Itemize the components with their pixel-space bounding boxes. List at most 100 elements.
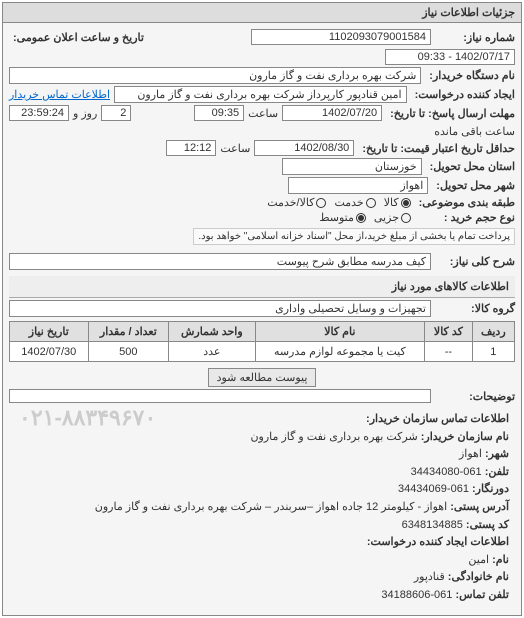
payment-note: پرداخت تمام یا بخشی از مبلغ خرید،از محل … [193,228,515,245]
addr-value: اهواز - کیلومتر 12 جاده اهواز –سربندر – … [95,501,447,513]
creator-phone-row: تلفن تماس: 061-34188606 [15,587,509,605]
row-reqnum: شماره نیاز: 1102093079001584 تاریخ و ساع… [9,29,515,65]
contact-section-title: اطلاعات تماس سازمان خریدار: [15,411,509,429]
radio-icon [401,213,411,223]
buyer-label: نام دستگاه خریدار: [425,69,515,82]
time-label-2: ساعت [220,142,250,155]
category-radio-group: کالا خدمت کالا/خدمت [267,196,410,209]
col-name: نام کالا [255,322,425,342]
radio-icon [316,198,326,208]
cell-code: -- [425,342,472,362]
goods-section-title: اطلاعات کالاهای مورد نیاز [9,276,515,298]
time-remain-field: 23:59:24 [9,105,69,121]
row-province: استان محل تحویل: خوزستان [9,158,515,175]
contact-tel-row: تلفن: 061-34434080 [15,464,509,482]
attachment-button[interactable]: پیوست مطالعه شود [208,368,317,387]
radio-service-label: خدمت [334,196,363,209]
name-value: امین [468,554,489,566]
ccity-label: شهر: [485,448,509,460]
col-qty: تعداد / مقدار [88,322,169,342]
phone-value: 061-34188606 [381,589,452,601]
row-buyer: نام دستگاه خریدار: شرکت بهره برداری نفت … [9,67,515,84]
row-city: شهر محل تحویل: اهواز [9,177,515,194]
family-label: نام خانوادگی: [448,571,509,583]
cell-qty: 500 [88,342,169,362]
col-code: کد کالا [425,322,472,342]
needtitle-label: شرح کلی نیاز: [435,255,515,268]
col-row: ردیف [472,322,514,342]
cell-name: کیت یا مجموعه لوازم مدرسه [255,342,425,362]
row-attach: پیوست مطالعه شود [9,368,515,387]
radio-kala[interactable]: کالا [384,196,411,209]
panel-title: جزئیات اطلاعات نیاز [3,3,521,23]
validity-date-field: 1402/08/30 [254,140,354,156]
contact-postcode-row: کد پستی: 6348134885 [15,517,509,535]
contact-org-row: نام سازمان خریدار: شرکت بهره برداری نفت … [15,429,509,447]
tel-value: 061-34434080 [411,466,482,478]
contact-addr-row: آدرس پستی: اهواز - کیلومتر 12 جاده اهواز… [15,499,509,517]
row-size: نوع حجم خرید : جزیی متوسط پرداخت تمام یا… [9,211,515,245]
contact-block: ۰۲۱-۸۸۳۴۹۶۷۰ اطلاعات تماس سازمان خریدار:… [9,405,515,611]
cell-date: 1402/07/30 [10,342,89,362]
deadline-date-field: 1402/07/20 [282,105,382,121]
contact-city-row: شهر: اهواز [15,446,509,464]
needtitle-field: کیف مدرسه مطابق شرح پیوست [9,253,431,270]
row-category: طبقه بندی موضوعی: کالا خدمت کالا/خدمت [9,196,515,209]
creator-field: امین قنادپور کارپرداز شرکت بهره برداری ن… [114,86,407,103]
radio-medium[interactable]: متوسط [319,211,366,224]
table-header-row: ردیف کد کالا نام کالا واحد شمارش تعداد /… [10,322,515,342]
row-creator: ایجاد کننده درخواست: امین قنادپور کارپرد… [9,86,515,103]
province-field: خوزستان [282,158,422,175]
row-validity: حداقل تاریخ اعتبار قیمت: تا تاریخ: 1402/… [9,140,515,156]
explain-label: توضیحات: [435,390,515,403]
buyer-contact-link[interactable]: اطلاعات تماس خریدار [9,88,110,101]
creator-label: ایجاد کننده درخواست: [411,88,515,101]
creator-name-row: نام: امین [15,552,509,570]
pubdate-label: تاریخ و ساعت اعلان عمومی: [9,31,144,44]
cell-row: 1 [472,342,514,362]
col-unit: واحد شمارش [169,322,255,342]
postcode-value: 6348134885 [402,519,463,531]
buyer-field: شرکت بهره برداری نفت و گاز مارون [9,67,421,84]
creator-family-row: نام خانوادگی: قنادپور [15,569,509,587]
row-needtitle: شرح کلی نیاز: کیف مدرسه مطابق شرح پیوست [9,253,515,270]
row-deadline: مهلت ارسال پاسخ: تا تاریخ: 1402/07/20 سا… [9,105,515,138]
pubdate-field: 1402/07/17 - 09:33 [385,49,515,65]
radio-icon [356,213,366,223]
group-field: تجهیزات و وسایل تحصیلی واداری [9,300,431,317]
contact-fax-row: دورنگار: 061-34434069 [15,481,509,499]
row-goods-group: گروه کالا: تجهیزات و وسایل تحصیلی واداری [9,300,515,317]
creator-section-title: اطلاعات ایجاد کننده درخواست: [15,534,509,552]
ccity-value: اهواز [459,448,482,460]
validity-label: حداقل تاریخ اعتبار قیمت: تا تاریخ: [358,142,515,155]
radio-service[interactable]: خدمت [334,196,375,209]
need-details-panel: جزئیات اطلاعات نیاز شماره نیاز: 11020930… [2,2,522,616]
fax-label: دورنگار: [472,483,509,495]
radio-small[interactable]: جزیی [374,211,411,224]
col-date: تاریخ نیاز [10,322,89,342]
validity-time-field: 12:12 [166,140,216,156]
city-field: اهواز [288,177,428,194]
radio-both[interactable]: کالا/خدمت [267,196,326,209]
panel-body: شماره نیاز: 1102093079001584 تاریخ و ساع… [3,23,521,615]
size-radio-group: جزیی متوسط [319,211,411,224]
time-remain-label: ساعت باقی مانده [434,125,515,138]
cell-unit: عدد [169,342,255,362]
province-label: استان محل تحویل: [426,160,515,173]
size-label: نوع حجم خرید : [415,211,515,224]
org-value: شرکت بهره برداری نفت و گاز مارون [250,431,417,443]
days-remain-field: 2 [101,105,131,121]
radio-icon [401,198,411,208]
name-label: نام: [492,554,509,566]
radio-icon [366,198,376,208]
reqnum-label: شماره نیاز: [435,31,515,44]
addr-label: آدرس پستی: [450,501,509,513]
table-row: 1 -- کیت یا مجموعه لوازم مدرسه عدد 500 1… [10,342,515,362]
family-value: قنادپور [414,571,445,583]
city-label: شهر محل تحویل: [432,179,515,192]
days-label: روز و [73,107,97,120]
category-label: طبقه بندی موضوعی: [415,196,515,209]
group-label: گروه کالا: [435,302,515,315]
goods-table: ردیف کد کالا نام کالا واحد شمارش تعداد /… [9,321,515,362]
time-label-1: ساعت [248,107,278,120]
